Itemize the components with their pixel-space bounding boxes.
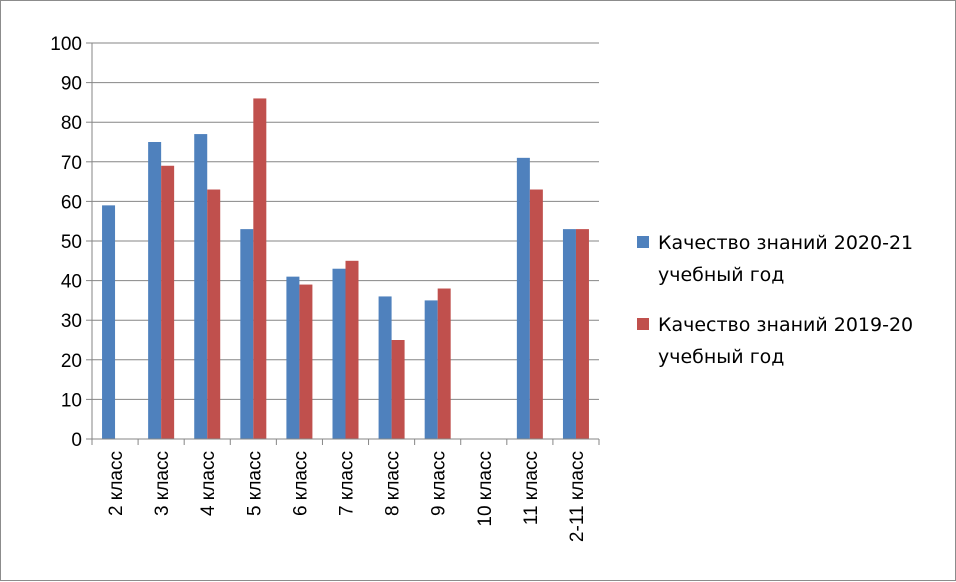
y-tick-label: 40 <box>61 272 82 293</box>
y-tick-label: 80 <box>61 113 82 134</box>
x-tick-label: 11 класс <box>521 451 542 525</box>
legend-label: учебный год <box>658 346 784 368</box>
grid-lines <box>92 42 599 400</box>
y-tick-label: 30 <box>61 311 82 332</box>
legend-swatch-1 <box>637 236 649 248</box>
y-tick-labels: 0 10 20 30 40 50 60 70 80 90 100 <box>50 34 82 451</box>
bar-series-1 <box>562 229 576 439</box>
y-tick-label: 70 <box>61 153 82 174</box>
x-tick-label: 9 класс <box>429 451 450 516</box>
y-tick-label: 20 <box>61 351 82 372</box>
y-tick-label: 100 <box>50 34 82 55</box>
bar-series-2 <box>253 98 267 439</box>
y-tick-label: 60 <box>61 192 82 213</box>
bar-series-1 <box>378 296 392 439</box>
bar-series-1 <box>424 300 438 439</box>
y-tick-label: 0 <box>71 430 82 451</box>
bar-series-1 <box>516 157 530 439</box>
x-tick-label: 10 класс <box>475 451 496 527</box>
bar-series-2 <box>575 229 589 439</box>
bar-series-2 <box>161 165 175 439</box>
x-tick-label: 2-11 класс <box>567 451 588 542</box>
y-tick-label: 50 <box>61 232 82 253</box>
bar-series-1 <box>194 134 208 439</box>
legend-swatch-2 <box>637 318 649 330</box>
bars <box>102 98 589 439</box>
x-tick-label: 6 класс <box>290 451 311 516</box>
bar-series-1 <box>102 205 116 439</box>
bar-series-1 <box>148 142 162 439</box>
axes <box>86 42 600 445</box>
bar-series-2 <box>207 189 221 439</box>
x-tick-label: 3 класс <box>152 451 173 516</box>
bar-series-2 <box>299 284 313 439</box>
x-tick-label: 2 класс <box>106 451 127 516</box>
y-tick-label: 10 <box>61 390 82 411</box>
x-tick-label: 7 класс <box>337 451 358 516</box>
x-tick-label: 4 класс <box>198 451 219 516</box>
legend-label: Качество знаний 2020-21 <box>658 232 913 254</box>
legend-label: Качество знаний 2019-20 <box>658 314 913 336</box>
y-tick-label: 90 <box>61 74 82 95</box>
x-tick-label: 8 класс <box>383 451 404 516</box>
bar-series-1 <box>240 229 254 439</box>
bar-series-1 <box>286 276 300 439</box>
bar-series-1 <box>332 268 346 439</box>
bar-series-2 <box>345 260 359 439</box>
bar-series-2 <box>529 189 543 439</box>
bar-series-2 <box>391 340 405 439</box>
legend: Качество знаний 2020-21 учебный год Качест… <box>637 232 913 368</box>
x-tick-labels: 2 класс 3 класс 4 класс 5 класс 6 класс 7 кла… <box>106 451 588 542</box>
x-tick-label: 5 класс <box>244 451 265 516</box>
bar-series-2 <box>437 288 451 439</box>
legend-label: учебный год <box>658 264 784 286</box>
